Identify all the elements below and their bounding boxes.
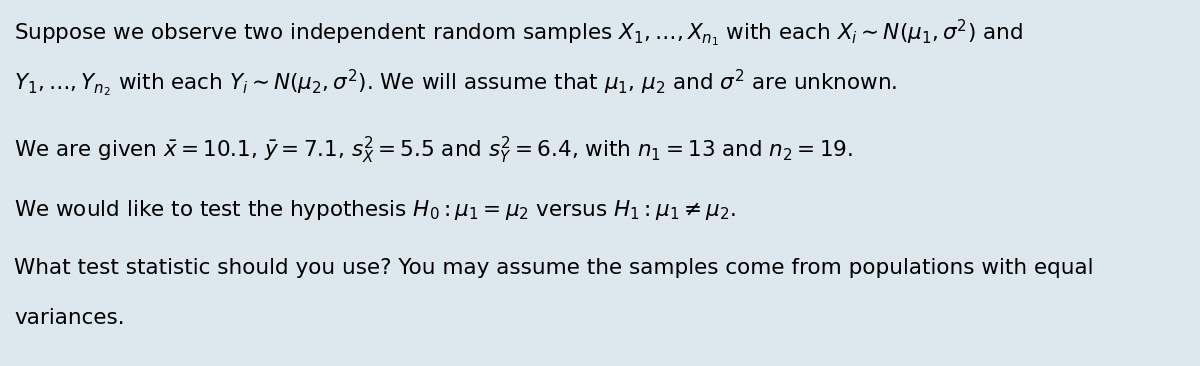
- Text: $Y_1, \ldots, Y_{n_2}$ with each $Y_i \sim N(\mu_2, \sigma^2)$. We will assume t: $Y_1, \ldots, Y_{n_2}$ with each $Y_i \s…: [14, 68, 898, 99]
- Text: We are given $\bar{x} = 10.1$, $\bar{y} = 7.1$, $s^2_X = 5.5$ and $s^2_Y = 6.4$,: We are given $\bar{x} = 10.1$, $\bar{y} …: [14, 135, 853, 166]
- Text: variances.: variances.: [14, 308, 125, 328]
- Text: What test statistic should you use? You may assume the samples come from populat: What test statistic should you use? You …: [14, 258, 1093, 278]
- Text: We would like to test the hypothesis $H_0 : \mu_1 = \mu_2$ versus $H_1 : \mu_1 \: We would like to test the hypothesis $H_…: [14, 198, 736, 222]
- Text: Suppose we observe two independent random samples $X_1, \ldots, X_{n_1}$ with ea: Suppose we observe two independent rando…: [14, 18, 1022, 49]
